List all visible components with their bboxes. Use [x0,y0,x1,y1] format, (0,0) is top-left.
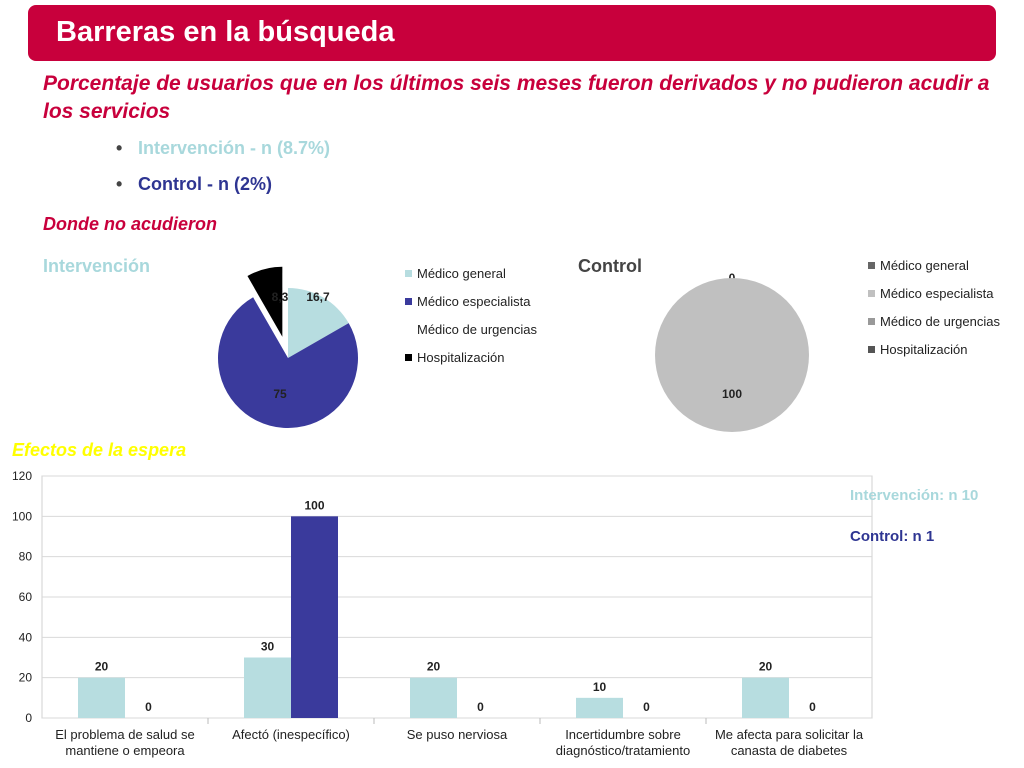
pie-slice [655,278,809,432]
bar [291,516,338,718]
bar-data-label: 20 [95,660,109,674]
bar-data-label: 10 [593,680,607,694]
x-tick-label: mantiene o empeora [65,743,185,758]
bar-data-label: 100 [304,498,324,512]
bar-data-label: 30 [261,640,275,654]
legend-swatch-icon [405,270,412,277]
title-bar: Barreras en la búsqueda [28,5,996,61]
subtitle: Porcentaje de usuarios que en los último… [43,72,990,123]
x-tick-label: canasta de diabetes [731,743,848,758]
note-intervention: Intervención: n 10 [850,487,979,504]
x-tick-label: Se puso nerviosa [407,727,508,742]
legend-label: Médico general [880,258,969,273]
bar-data-label: 0 [809,700,816,714]
effects-title: Efectos de la espera [12,440,187,460]
legend-label: Médico especialista [880,286,994,301]
legend-item: Hospitalización [405,350,545,366]
legend-item: Médico especialista [405,294,545,310]
pie-data-label: 75 [273,387,287,401]
pie-slice [218,297,358,428]
bar [742,677,789,718]
bullet-text: Intervención - n (8.7%) [138,138,331,158]
bar-data-label: 0 [477,700,484,714]
y-tick-label: 100 [12,509,32,523]
bullet-dot-icon: • [116,174,123,194]
legend-label: Médico de urgencias [880,314,1000,329]
x-tick-label: diagnóstico/tratamiento [556,743,690,758]
legend-label: Médico especialista [417,294,531,309]
bar-data-label: 0 [643,700,650,714]
legend-swatch-icon [405,354,412,361]
legend-item: Médico de urgencias [405,322,545,338]
x-tick-label: El problema de salud se [55,727,194,742]
legend-item: Hospitalización [868,342,1008,358]
legend-label: Médico general [417,266,506,281]
pie-slice [247,266,283,337]
bar-data-label: 20 [427,660,441,674]
pie-intervention-title: Intervención [43,256,151,276]
bar [410,677,457,718]
legend-label: Médico de urgencias [417,322,537,337]
bar-data-label: 20 [759,660,773,674]
y-tick-label: 0 [25,711,32,725]
legend-label: Hospitalización [880,342,968,357]
x-tick-label: Afectó (inespecífico) [232,727,350,742]
y-tick-label: 60 [19,590,33,604]
legend-swatch-icon [405,298,412,305]
pie-data-label: 8,3 [272,290,289,304]
legend-item: Médico general [868,258,1008,274]
legend-label: Hospitalización [417,350,505,365]
section-label: Donde no acudieron [43,214,218,234]
legend-control: Médico general Médico especialista Médico … [868,258,1008,370]
x-tick-label: Me afecta para solicitar la [715,727,864,742]
page-title: Barreras en la búsqueda [56,16,395,48]
pie-slice [288,288,349,358]
pie-data-label: 100 [722,387,742,401]
pie-data-label: 16,7 [306,290,330,304]
legend-item: Médico de urgencias [868,314,1008,330]
legend-item: Médico general [405,266,545,282]
pie-data-label: 0 [729,271,736,285]
legend-swatch-icon [868,346,875,353]
legend-swatch-icon [868,318,875,325]
y-tick-label: 20 [19,671,33,685]
pie-chart-intervention: 16,77508,3 [218,266,358,428]
y-tick-label: 120 [12,469,32,483]
bullet-text: Control - n (2%) [138,174,272,194]
bar [244,657,291,718]
bar [78,677,125,718]
x-tick-label: Incertidumbre sobre [565,727,681,742]
legend-item: Médico especialista [868,286,1008,302]
pie-control-title: Control [578,256,642,276]
legend-swatch-icon [868,262,875,269]
legend-intervention: Médico general Médico especialista Médico … [405,266,545,378]
pie-chart-control: 0 100 [655,271,809,432]
bullet-intervention: • Intervención - n (8.7%) [116,138,330,159]
bullet-dot-icon: • [116,138,123,158]
bar-data-label: 0 [145,700,152,714]
bullet-control: • Control - n (2%) [116,174,272,195]
legend-swatch-icon [868,290,875,297]
y-tick-label: 80 [19,550,33,564]
y-tick-label: 40 [19,630,33,644]
bar [576,697,623,718]
note-control: Control: n 1 [850,528,935,545]
legend-swatch-icon [405,326,412,333]
